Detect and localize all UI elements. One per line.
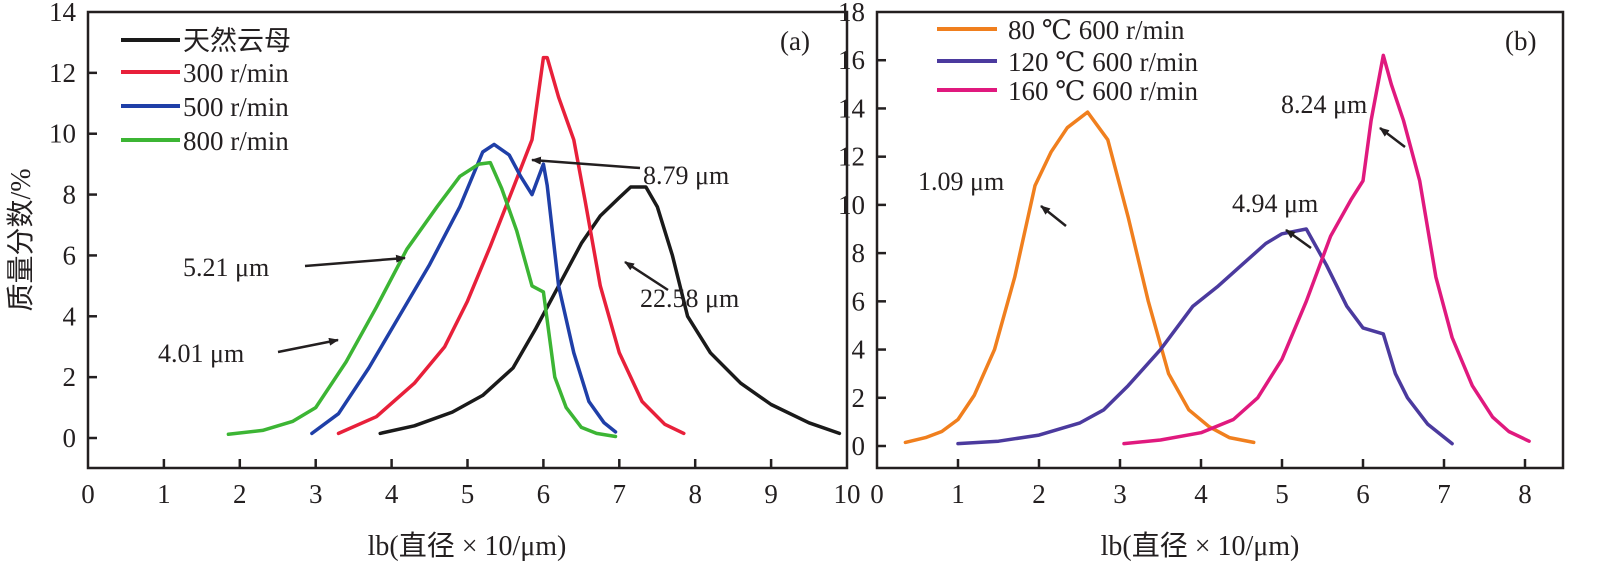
legend-label-800: 800 r/min — [183, 126, 289, 156]
x-tick-label: 8 — [688, 479, 702, 509]
legend-label-120c: 120 ℃ 600 r/min — [1008, 47, 1198, 77]
panel-b-annotations: 1.09 μm 4.94 μm 8.24 μm — [918, 90, 1406, 250]
legend-label-80c: 80 ℃ 600 r/min — [1008, 15, 1185, 45]
panel-b-x-axis-title: lb(直径 × 10/μm) — [1101, 530, 1300, 562]
x-tick-label: 2 — [1032, 479, 1046, 509]
y-tick-label: 16 — [838, 45, 865, 75]
x-tick-label: 0 — [81, 479, 95, 509]
x-tick-label: 5 — [461, 479, 475, 509]
annotation-arrow-8-79 — [531, 156, 641, 170]
x-tick-label: 4 — [1194, 479, 1208, 509]
annotation-8-24: 8.24 μm — [1281, 90, 1367, 119]
panel-b-series — [903, 53, 1531, 446]
y-tick-label: 8 — [63, 180, 77, 210]
x-tick-label: 8 — [1518, 479, 1532, 509]
panel-a-legend: 天然云母 300 r/min 500 r/min 800 r/min — [121, 26, 291, 156]
annotation-8-79: 8.79 μm — [643, 161, 729, 190]
legend-label-500: 500 r/min — [183, 92, 289, 122]
x-tick-label: 5 — [1275, 479, 1289, 509]
x-tick-label: 3 — [309, 479, 323, 509]
y-tick-label: 6 — [63, 240, 77, 270]
annotation-5-21: 5.21 μm — [183, 253, 269, 282]
x-tick-label: 2 — [233, 479, 247, 509]
series-line-2 — [1122, 53, 1531, 446]
y-tick-label: 14 — [838, 93, 866, 123]
panel-a-series — [226, 55, 842, 439]
x-tick-label: 0 — [870, 479, 884, 509]
panel-a-y-axis-title: 质量分数/% — [5, 168, 37, 311]
y-tick-label: 8 — [852, 238, 866, 268]
panel-b-y-ticks: 0 2 4 6 8 10 12 14 16 18 — [838, 0, 886, 461]
panel-a-annotations: 8.79 μm 22.58 μm 5.21 μm 4.01 μm — [158, 156, 739, 368]
series-line-0 — [903, 110, 1256, 445]
annotation-arrow-1-09 — [1040, 205, 1067, 227]
x-tick-label: 1 — [157, 479, 171, 509]
x-tick-label: 6 — [537, 479, 551, 509]
panel-a-x-axis-title: lb(直径 × 10/μm) — [368, 530, 567, 562]
x-tick-label: 7 — [1437, 479, 1451, 509]
annotation-1-09: 1.09 μm — [918, 167, 1004, 196]
y-tick-label: 14 — [49, 0, 77, 27]
series-line-3 — [226, 160, 618, 439]
x-tick-label: 7 — [613, 479, 627, 509]
x-tick-label: 1 — [951, 479, 965, 509]
y-tick-label: 10 — [49, 119, 76, 149]
y-tick-label: 10 — [838, 190, 865, 220]
series-line-1 — [336, 55, 686, 436]
panel-b-frame — [875, 10, 1565, 470]
panel-b-legend: 80 ℃ 600 r/min 120 ℃ 600 r/min 160 ℃ 600… — [937, 15, 1198, 106]
panel-a-label: (a) — [780, 26, 810, 56]
x-tick-label: 6 — [1356, 479, 1370, 509]
y-tick-label: 18 — [838, 0, 865, 27]
series-line-1 — [956, 227, 1454, 446]
y-tick-label: 6 — [852, 286, 866, 316]
panel-b-x-ticks: 0 1 2 3 4 5 6 7 8 — [870, 459, 1532, 509]
panel-a-x-ticks: 0 1 2 3 4 5 6 7 8 9 10 — [81, 459, 861, 509]
panel-b-label: (b) — [1505, 26, 1536, 56]
y-tick-label: 4 — [63, 301, 77, 331]
annotation-arrow-4-01 — [277, 337, 339, 354]
legend-label-300: 300 r/min — [183, 58, 289, 88]
annotation-22-58: 22.58 μm — [640, 284, 739, 313]
panel-a-y-ticks: 0 2 4 6 8 10 12 14 — [49, 0, 97, 453]
annotation-arrow-4-94 — [1285, 228, 1312, 250]
x-tick-label: 3 — [1113, 479, 1127, 509]
annotation-4-94: 4.94 μm — [1232, 189, 1318, 218]
x-tick-label: 9 — [764, 479, 778, 509]
y-tick-label: 2 — [852, 383, 866, 413]
x-tick-label: 4 — [385, 479, 399, 509]
y-tick-label: 12 — [838, 142, 865, 172]
annotation-arrow-22-58 — [624, 260, 669, 292]
series-line-2 — [310, 142, 618, 436]
y-tick-label: 2 — [63, 362, 77, 392]
annotation-4-01: 4.01 μm — [158, 339, 244, 368]
y-tick-label: 12 — [49, 58, 76, 88]
y-tick-label: 0 — [852, 431, 866, 461]
x-tick-label: 10 — [834, 479, 861, 509]
y-tick-label: 0 — [63, 423, 77, 453]
series-line-0 — [378, 185, 842, 436]
legend-label-160c: 160 ℃ 600 r/min — [1008, 76, 1198, 106]
y-tick-label: 4 — [852, 335, 866, 365]
annotation-arrow-5-21 — [304, 254, 406, 268]
legend-label-natural-mica: 天然云母 — [183, 26, 291, 56]
annotation-arrow-8-24 — [1379, 127, 1406, 148]
